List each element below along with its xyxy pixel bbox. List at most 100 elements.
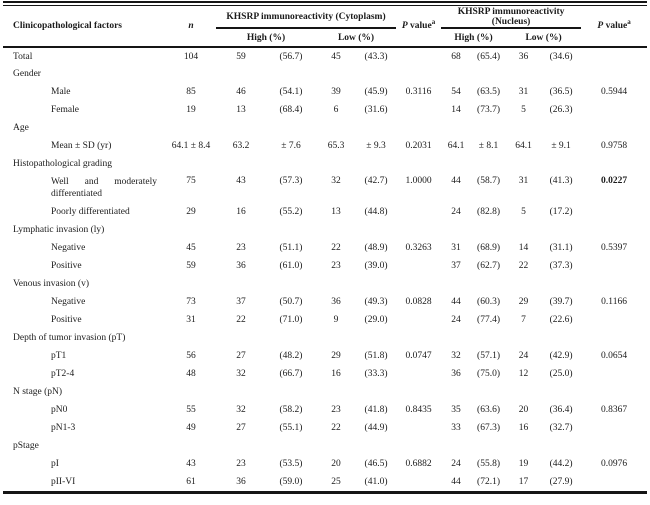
nuc-low-count-cell: 7 [521,315,526,325]
n-cell [166,275,216,293]
cyt-high-count-cell [216,119,266,137]
row-label: Positive [51,261,82,271]
nuc-high-count-cell [441,155,471,173]
p-value-nucleus-header: P valuea [581,6,647,47]
nuc-high-count-cell: 35 [451,405,461,415]
cyt-low-count-cell: 16 [331,369,341,379]
nuc-low-pct-cell: (44.2) [549,459,573,469]
p-value-cytoplasm-cell [396,119,441,137]
header-row-1: Clinicopathological factors n KHSRP immu… [3,6,647,31]
table-row: Female 19 13 (68.4) 6 (31.6) 14 (73.7) 5 (26.3) [3,101,647,119]
cyt-high-pct-cell: (55.2) [279,207,303,217]
nuc-high-pct-cell: (60.3) [477,297,500,307]
cyt-high-count-cell: 37 [236,297,246,307]
nuc-high-count-cell: 36 [451,369,461,379]
nuc-high-pct-cell: (63.6) [477,405,500,415]
nuc-low-pct-cell: (17.2) [549,207,573,217]
table-top-rule-thin [3,5,647,6]
cytoplasm-low-header: Low (%) [337,32,375,43]
section-row: N stage (pN) [3,383,647,401]
p-value-nucleus-cell [581,365,647,383]
cyt-low-count-cell: 22 [331,423,341,433]
n-column-header: n [188,21,194,31]
cyt-low-pct-cell: (42.7) [364,176,388,186]
n-cell [166,383,216,401]
cyt-high-count-cell: 16 [236,207,246,217]
header-row-2: High (%) Low (%) High (%) Low (%) [3,28,647,47]
cyt-high-count-cell [216,155,266,173]
nuc-low-count-cell: 29 [518,297,529,307]
cyt-low-pct-cell: (44.8) [364,207,388,217]
nuc-high-pct-cell: (73.7) [477,105,500,115]
cyt-high-pct-cell [266,65,316,83]
cyt-low-pct-cell: (51.8) [364,351,388,361]
nuc-low-count-cell [506,155,541,173]
nuc-low-count-cell [506,119,541,137]
cyt-low-count-cell [316,221,356,239]
nuc-high-count-cell: 24 [451,207,461,217]
nuc-low-count-cell [506,383,541,401]
nuc-high-pct-cell: (62.7) [477,261,500,271]
cyt-low-count-cell: 23 [331,261,341,271]
cyt-high-pct-cell: ± 7.6 [281,141,301,151]
row-label: Negative [51,243,86,253]
cyt-high-count-cell: 23 [236,243,246,253]
n-cell [166,329,216,347]
n-cell: 61 [186,477,196,487]
p-value-nucleus-cell [581,101,647,119]
cyt-high-pct-cell: (58.2) [279,405,303,415]
p-value-cytoplasm-cell [396,46,442,65]
p-value-cytoplasm-cell [396,221,441,239]
nuc-low-pct-cell: (41.3) [549,176,573,186]
row-label: pT1 [51,351,67,361]
cyt-low-pct-cell [356,221,396,239]
n-cell: 59 [186,261,196,271]
cyt-low-count-cell [316,383,356,401]
cyt-low-pct-cell: (39.0) [364,261,388,271]
p-superscript-a: a [431,17,436,26]
section-row: Venous invasion (v) [3,275,647,293]
nuc-high-count-cell: 31 [451,243,461,253]
nuc-high-pct-cell [471,275,506,293]
nuc-low-pct-cell [541,119,581,137]
n-cell: 49 [186,423,196,433]
cyt-low-pct-cell: (43.3) [356,46,397,65]
cyt-low-pct-cell: (48.9) [364,243,388,253]
cyt-high-count-cell: 13 [236,105,246,115]
nuc-high-count-cell [441,65,471,83]
nuc-low-pct-cell: (25.0) [549,369,573,379]
p-value-cytoplasm-cell [396,437,441,455]
nuc-high-count-cell [441,221,471,239]
nuc-low-pct-cell: (26.3) [549,105,573,115]
cyt-low-count-cell [316,65,356,83]
nuc-high-pct-cell: ± 8.1 [478,141,499,151]
row-label: Female [51,105,79,115]
nuc-high-pct-cell: (55.8) [477,459,500,469]
nuc-high-count-cell: 54 [451,87,461,97]
nuc-high-count-cell: 24 [451,459,461,469]
cyt-low-count-cell: 45 [316,46,356,65]
p-value-cytoplasm-cell [396,155,441,173]
cyt-high-pct-cell: (53.5) [279,459,303,469]
p-value-cytoplasm-cell [396,257,441,275]
cyt-high-count-cell [216,329,266,347]
p-value-nucleus-cell [581,419,647,437]
p-value-nucleus-cell: 0.1166 [601,297,627,307]
cyt-high-count-cell: 36 [236,261,246,271]
cyt-high-count-cell: 23 [236,459,246,469]
nuc-high-count-cell: 32 [451,351,461,361]
nuc-high-pct-cell [471,119,506,137]
nuc-high-count-cell [441,119,471,137]
row-label: N stage (pN) [13,387,63,397]
row-label: Well and moderately differentiated [3,173,166,203]
cyt-low-pct-cell: (33.3) [364,369,388,379]
p-value-nucleus-cell: 0.0227 [601,176,628,186]
section-row: Lymphatic invasion (ly) [3,221,647,239]
cyt-high-pct-cell: (50.7) [279,297,303,307]
cyt-high-pct-cell: (51.1) [279,243,303,253]
nuc-low-count-cell [506,275,541,293]
cyt-high-pct-cell [266,119,316,137]
nuc-high-count-cell: 33 [451,423,461,433]
table-row: Total 104 59 (56.7) 45 (43.3) 68 (65.4) 36 (34.6) [3,46,648,65]
nuc-low-pct-cell: (22.6) [549,315,573,325]
